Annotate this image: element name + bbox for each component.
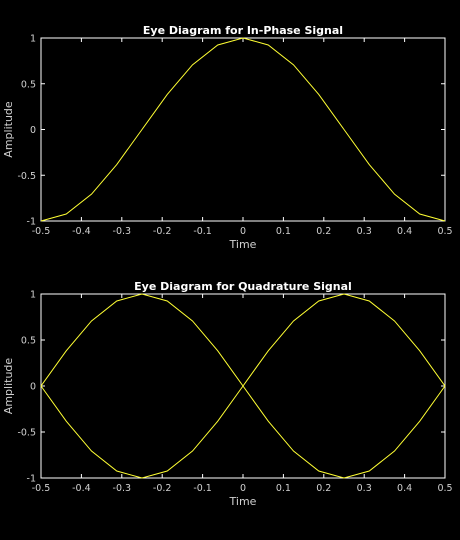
y-tick-label: -1 xyxy=(27,217,36,228)
x-axis-label: Time xyxy=(229,238,257,251)
x-tick-label: 0.4 xyxy=(397,226,412,237)
y-tick-label: -0.5 xyxy=(17,428,36,439)
in-phase-subplot: Eye Diagram for In-Phase Signal -0.5 -0.4 -… xyxy=(2,24,453,251)
x-tick-label: 0.3 xyxy=(357,483,372,494)
x-tick-label: -0.3 xyxy=(113,226,132,237)
x-tick-label: 0.5 xyxy=(437,483,452,494)
y-tick-label: 0 xyxy=(30,382,36,393)
x-tick-label: -0.2 xyxy=(153,226,172,237)
x-tick-label: -0.5 xyxy=(32,226,51,237)
quadrature-subplot: Eye Diagram for Quadrature Signal -0.5 -0.… xyxy=(2,280,453,508)
y-tick-label: -0.5 xyxy=(17,171,36,182)
x-tick-label: 0.3 xyxy=(357,226,372,237)
x-tick-label: 0.4 xyxy=(397,483,412,494)
x-tick-label: 0.1 xyxy=(276,483,291,494)
x-tick-label: -0.4 xyxy=(72,483,91,494)
y-tick-label: 0.5 xyxy=(21,79,36,90)
y-tick-label: 0 xyxy=(30,125,36,136)
x-tick-label: -0.5 xyxy=(32,483,51,494)
y-tick-label: 1 xyxy=(30,290,36,301)
plot-area xyxy=(40,37,446,222)
chart-title: Eye Diagram for In-Phase Signal xyxy=(143,24,343,37)
x-tick-label: 0.1 xyxy=(276,226,291,237)
x-tick-label: 0 xyxy=(240,226,246,237)
x-axis-label: Time xyxy=(229,495,257,508)
x-tick-label: 0.2 xyxy=(316,483,331,494)
y-tick-label: 0.5 xyxy=(21,336,36,347)
series-line-0 xyxy=(40,37,446,222)
x-tick-label: -0.1 xyxy=(193,226,212,237)
chart-title: Eye Diagram for Quadrature Signal xyxy=(134,280,352,293)
x-tick-label: 0 xyxy=(240,483,246,494)
x-tick-label: -0.4 xyxy=(72,226,91,237)
y-tick-label: 1 xyxy=(30,34,36,45)
y-axis-label: Amplitude xyxy=(2,101,15,158)
x-tick-label: -0.3 xyxy=(113,483,132,494)
x-tick-label: -0.1 xyxy=(193,483,212,494)
x-tick-label: 0.2 xyxy=(316,226,331,237)
y-axis-label: Amplitude xyxy=(2,358,15,415)
series-line-1 xyxy=(40,293,446,479)
y-tick-label: -1 xyxy=(27,474,36,485)
x-tick-label: -0.2 xyxy=(153,483,172,494)
x-tick-label: 0.5 xyxy=(437,226,452,237)
